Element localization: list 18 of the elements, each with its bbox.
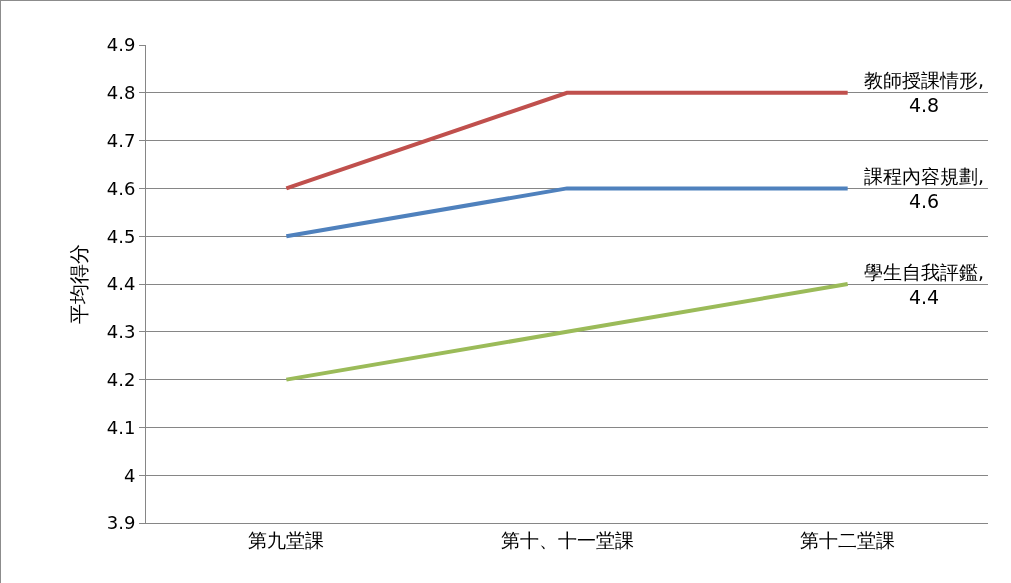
y-tick-label: 4.4 bbox=[106, 273, 136, 295]
y-tick-label: 4.8 bbox=[106, 82, 136, 104]
x-tick-label: 第九堂課 bbox=[248, 528, 325, 551]
y-axis-title: 平均得分 bbox=[67, 244, 92, 324]
y-tick-label: 4.7 bbox=[106, 129, 136, 151]
x-tick-label: 第十、十一堂課 bbox=[500, 528, 634, 551]
data-label: 教師授課情形, 4.8 bbox=[864, 69, 985, 116]
y-tick-label: 4.1 bbox=[106, 416, 136, 438]
data-label: 學生自我評鑑, 4.4 bbox=[864, 261, 985, 308]
y-tick-label: 3.9 bbox=[106, 512, 136, 534]
y-tick-label: 4.6 bbox=[106, 177, 136, 199]
y-tick-label: 4 bbox=[123, 464, 136, 486]
x-tick-label: 第十二堂課 bbox=[800, 528, 896, 551]
data-label: 課程內容規劃, 4.6 bbox=[864, 165, 985, 212]
y-tick-label: 4.3 bbox=[106, 321, 136, 343]
y-tick-label: 4.2 bbox=[106, 368, 136, 390]
y-tick-label: 4.5 bbox=[106, 225, 136, 247]
y-tick-label: 4.9 bbox=[106, 34, 136, 56]
